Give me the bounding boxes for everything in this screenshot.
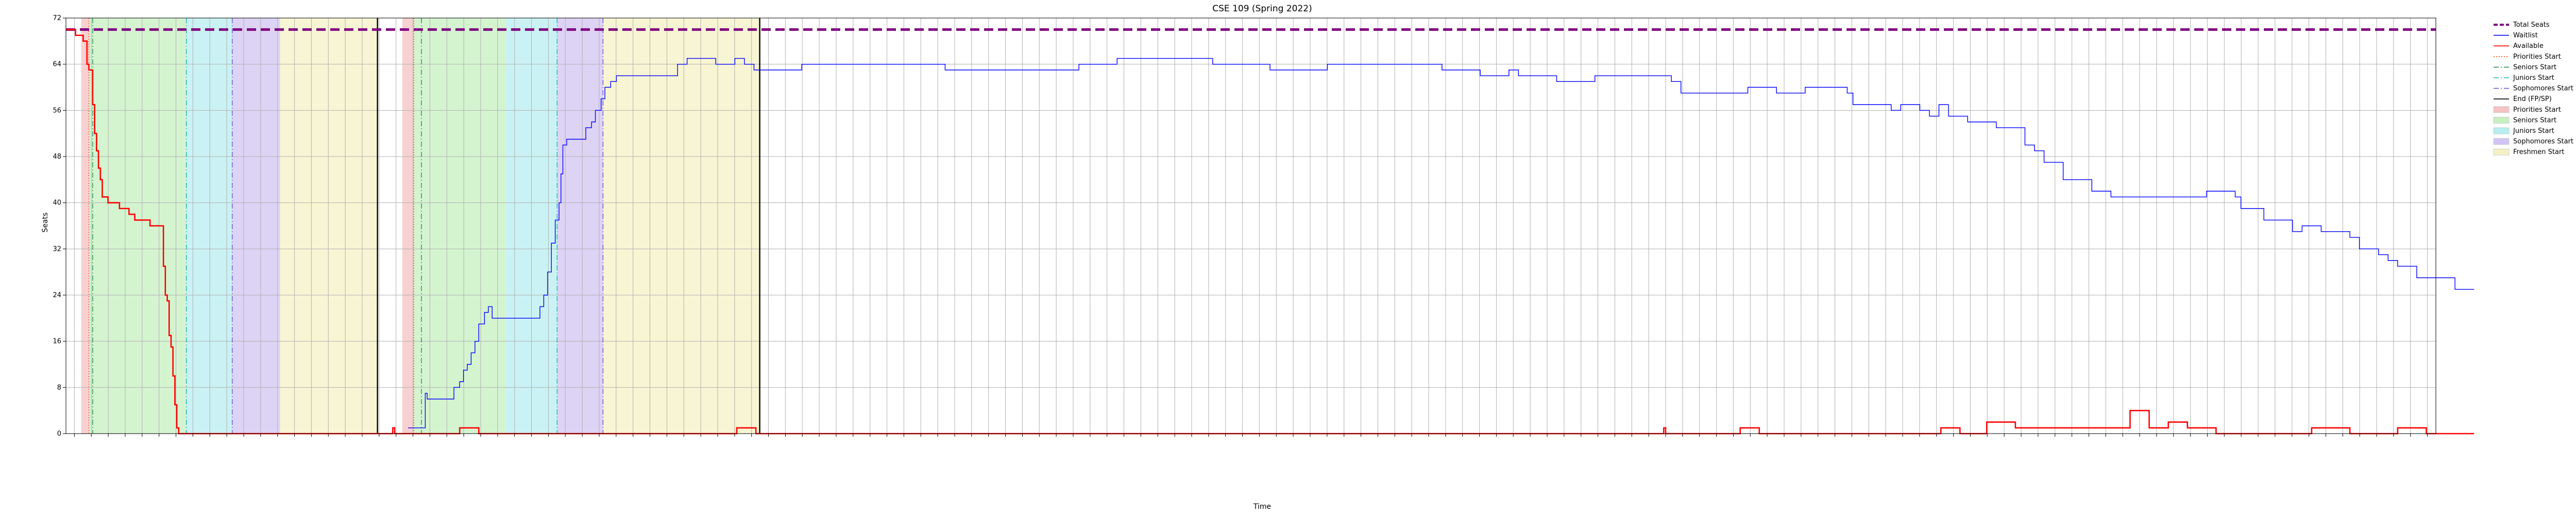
legend-patch-juniors-start bbox=[2493, 127, 2510, 134]
legend-label-priorities-start: Priorities Start bbox=[2513, 53, 2561, 61]
y-tick-label: 32 bbox=[53, 245, 61, 253]
legend-patch-sophomores-start bbox=[2493, 138, 2510, 145]
region-freshmen-start bbox=[603, 18, 760, 434]
y-tick-label: 0 bbox=[57, 430, 61, 438]
y-tick-label: 48 bbox=[53, 153, 61, 161]
legend-label-priorities-start: Priorities Start bbox=[2513, 106, 2561, 114]
legend-label-seniors-start: Seniors Start bbox=[2513, 116, 2556, 124]
legend: Total Seats Waitlist Available Priorities S… bbox=[2493, 21, 2573, 156]
y-tick-label: 72 bbox=[53, 14, 61, 22]
region-priorities-start bbox=[81, 18, 89, 434]
legend-label-sophomores-start: Sophomores Start bbox=[2513, 85, 2573, 93]
y-tick-label: 40 bbox=[53, 199, 61, 207]
y-axis-label: Seats bbox=[41, 213, 49, 233]
plot-frame bbox=[65, 18, 2436, 434]
legend-patch-seniors-start bbox=[2493, 116, 2510, 124]
y-tick-label: 64 bbox=[53, 61, 61, 68]
region-juniors-start bbox=[186, 18, 232, 434]
y-tick-label: 24 bbox=[53, 291, 61, 299]
vertical-markers bbox=[88, 18, 760, 434]
region-sophomores-start bbox=[232, 18, 280, 434]
y-tick-label: 56 bbox=[53, 107, 61, 114]
legend-label-available: Available bbox=[2513, 42, 2544, 50]
legend-label-waitlist: Waitlist bbox=[2513, 32, 2538, 40]
x-axis-label: Time bbox=[1253, 503, 1271, 511]
region-seniors-start bbox=[414, 18, 506, 434]
y-tick-label: 8 bbox=[57, 384, 61, 391]
legend-patch-priorities-start bbox=[2493, 106, 2510, 113]
legend-label-juniors-start: Juniors Start bbox=[2513, 127, 2554, 135]
axes: 0 8 16 24 32 40 48 56 64 72 bbox=[53, 14, 2436, 438]
legend-label-end-fp-sp-: End (FP/SP) bbox=[2513, 95, 2552, 103]
region-sophomores-start bbox=[557, 18, 603, 434]
region-priorities-start bbox=[402, 18, 414, 434]
y-tick-label: 16 bbox=[53, 338, 61, 346]
legend-label-total-seats: Total Seats bbox=[2513, 21, 2550, 29]
grid bbox=[66, 18, 2436, 434]
region-seniors-start bbox=[89, 18, 187, 434]
region-freshmen-start bbox=[280, 18, 378, 434]
shaded-regions bbox=[81, 18, 760, 434]
legend-patch-freshmen-start bbox=[2493, 148, 2510, 156]
legend-label-juniors-start: Juniors Start bbox=[2513, 74, 2554, 82]
legend-label-freshmen-start: Freshmen Start bbox=[2513, 148, 2564, 156]
legend-label-sophomores-start: Sophomores Start bbox=[2513, 138, 2573, 146]
legend-label-seniors-start: Seniors Start bbox=[2513, 63, 2556, 71]
series-waitlist bbox=[408, 58, 2475, 428]
chart-title: CSE 109 (Spring 2022) bbox=[1212, 4, 1312, 14]
